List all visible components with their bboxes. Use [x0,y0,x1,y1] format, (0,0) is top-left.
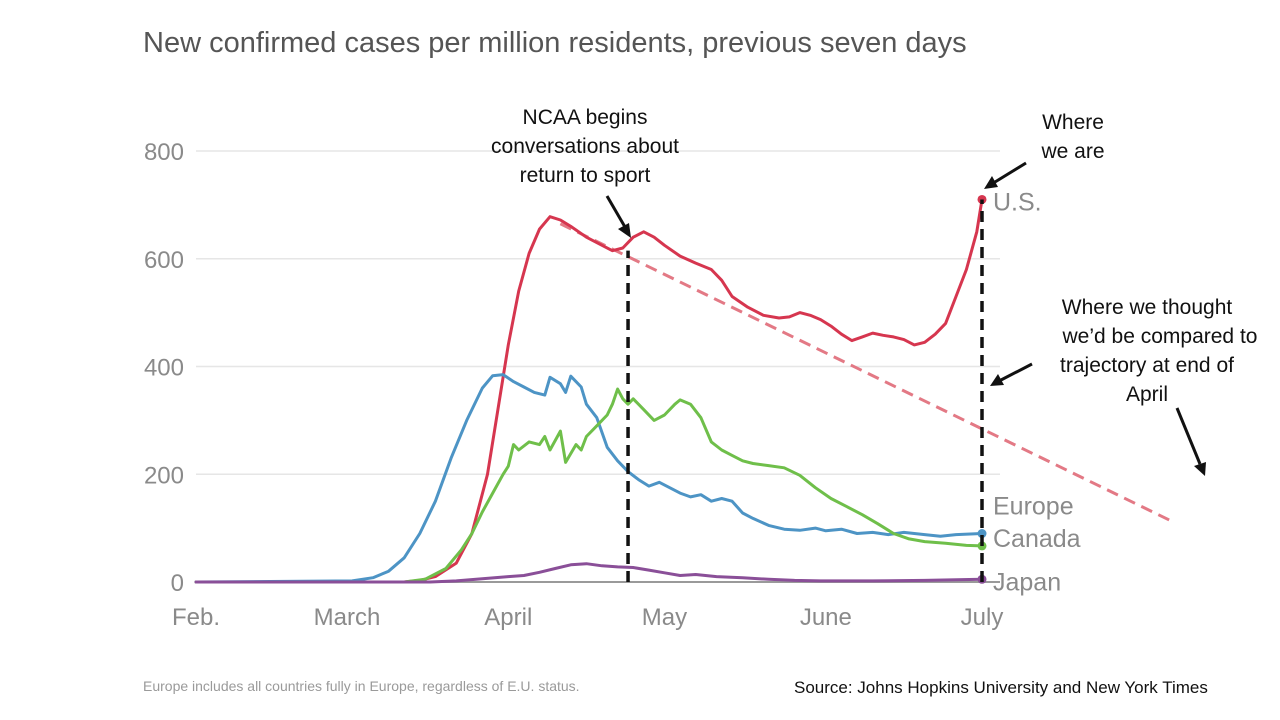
y-axis-ticks: 0 200 400 600 800 [144,139,184,597]
reference-lines [626,199,984,582]
annotation-ncaa: NCAA begins conversations about return t… [491,106,679,238]
annotation-trajectory-arrowhead-left [990,374,1004,386]
series-end-label: Europe [993,493,1074,521]
x-tick-label: April [484,604,532,631]
annotation-ncaa-arrow [605,195,627,228]
annotation-where-we-are-line-1: Where [1042,111,1104,134]
annotation-where-we-are-line-2: we are [1040,140,1104,163]
source-note: Source: Johns Hopkins University and New… [794,678,1208,697]
annotation-trajectory-arrow-down [1175,407,1202,465]
y-tick-label: 400 [144,355,184,382]
annotation-trajectory-line-1: Where we thought [1062,296,1233,319]
annotation-trajectory-line-2: we’d be compared to [1062,325,1258,348]
annotation-trajectory-line-4: April [1126,383,1168,406]
series-end-label: Canada [993,525,1081,553]
series-line-us [194,198,984,584]
y-tick-label: 0 [171,570,184,597]
annotation-ncaa-line-3: return to sport [520,164,651,187]
annotation-where-we-are: Where we are [984,111,1105,189]
annotation-where-we-are-arrowhead [984,176,998,189]
annotation-trajectory-line-3: trajectory at end of [1060,354,1234,377]
series-end-point [977,529,987,539]
series-line-europe [194,373,984,584]
x-tick-label: May [642,604,687,631]
x-tick-label: March [314,604,381,631]
x-tick-label: Feb. [172,604,220,631]
gridlines [196,150,1000,583]
annotation-trajectory: Where we thought we’d be compared to tra… [990,296,1257,476]
y-tick-label: 800 [144,139,184,166]
series-end-label: U.S. [993,188,1042,216]
series-end-point [977,194,987,204]
y-tick-label: 600 [144,247,184,274]
annotation-ncaa-line-1: NCAA begins [523,106,648,129]
annotation-trajectory-arrowhead-down [1194,462,1206,476]
x-tick-label: June [800,604,852,631]
series-line-canada [194,387,984,584]
footnote: Europe includes all countries fully in E… [143,678,580,694]
series-end-label: Japan [993,568,1061,596]
chart-title: New confirmed cases per million resident… [143,27,967,59]
annotation-trajectory-arrow-left [1000,362,1033,382]
series-lines [194,194,987,584]
annotation-ncaa-line-2: conversations about [491,135,679,158]
annotation-where-we-are-arrow [994,161,1027,184]
x-axis-ticks: Feb. March April May June July [172,604,1003,631]
x-tick-label: July [961,604,1004,631]
annotation-ncaa-arrowhead [618,223,631,238]
y-tick-label: 200 [144,462,184,489]
series-line-japan [194,562,984,584]
series-end-labels: U.S. Europe Canada Japan [993,188,1081,596]
